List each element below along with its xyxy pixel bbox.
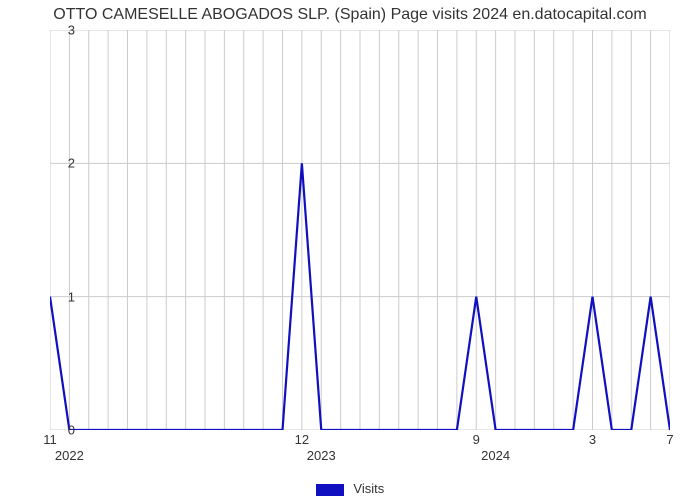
x-tick-year: 2024 — [481, 448, 510, 463]
y-tick-0: 0 — [55, 423, 75, 438]
x-tick-year: 2022 — [55, 448, 84, 463]
x-tick-major: 11 — [43, 432, 57, 447]
legend: Visits — [0, 481, 700, 496]
y-tick-3: 3 — [55, 23, 75, 38]
chart-svg — [50, 30, 670, 430]
chart-container: OTTO CAMESELLE ABOGADOS SLP. (Spain) Pag… — [0, 0, 700, 500]
chart-title: OTTO CAMESELLE ABOGADOS SLP. (Spain) Pag… — [0, 6, 700, 24]
plot-area — [50, 30, 670, 430]
y-tick-1: 1 — [55, 290, 75, 305]
x-tick-major: 7 — [666, 432, 673, 447]
x-tick-major: 12 — [295, 432, 309, 447]
y-tick-2: 2 — [55, 156, 75, 171]
x-tick-major: 3 — [589, 432, 596, 447]
legend-label: Visits — [353, 481, 384, 496]
x-tick-year: 2023 — [307, 448, 336, 463]
legend-swatch — [316, 484, 344, 496]
x-tick-major: 9 — [473, 432, 480, 447]
